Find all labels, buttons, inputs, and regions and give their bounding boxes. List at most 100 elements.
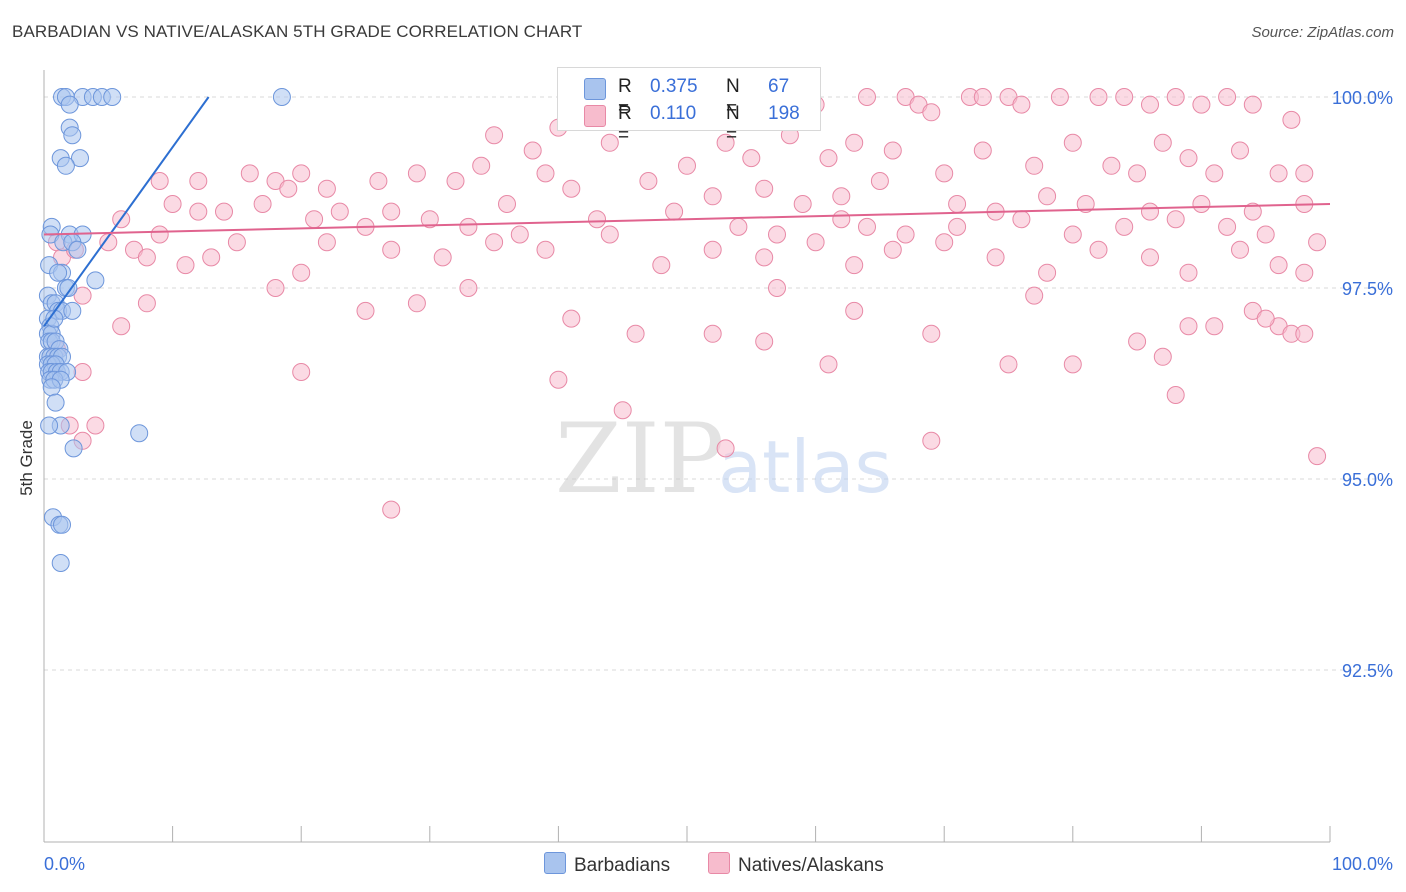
native-point	[536, 164, 555, 183]
legend-n-value: 198	[768, 103, 800, 124]
native-point	[1269, 164, 1288, 183]
native-point	[935, 233, 954, 252]
native-point	[189, 172, 208, 190]
legend-swatch-natives	[708, 852, 730, 874]
native-point	[253, 195, 272, 213]
native-point	[420, 210, 439, 229]
native-point	[1179, 317, 1198, 336]
native-point	[1205, 164, 1224, 183]
native-point	[755, 332, 774, 351]
barbadian-point	[53, 515, 71, 534]
source-label: Source: ZipAtlas.com	[1251, 24, 1394, 41]
native-point	[407, 164, 426, 183]
native-point	[1128, 164, 1147, 183]
native-point	[1205, 317, 1224, 336]
native-point	[1089, 240, 1108, 259]
legend-item-barbadians[interactable]: Barbadians	[544, 852, 670, 877]
native-point	[523, 141, 542, 160]
native-point	[1050, 88, 1069, 106]
native-point	[1025, 286, 1044, 305]
native-point	[382, 500, 401, 519]
native-point	[163, 195, 182, 213]
native-point	[330, 202, 349, 221]
legend-n-value: 67	[768, 76, 790, 97]
native-point	[1282, 110, 1301, 129]
barbadian-point	[59, 279, 78, 297]
native-point	[1231, 141, 1249, 160]
native-point	[1063, 225, 1082, 244]
barbadian-point	[60, 95, 79, 114]
watermark-atlas: atlas	[718, 425, 892, 509]
native-point	[768, 279, 786, 297]
native-point	[1218, 88, 1237, 106]
native-point	[1192, 95, 1211, 114]
native-point	[588, 210, 606, 229]
barbadian-point	[46, 393, 65, 412]
native-point	[703, 240, 722, 259]
native-point	[240, 164, 259, 183]
native-point	[227, 233, 246, 252]
barbadian-point	[56, 156, 75, 175]
native-point	[1063, 355, 1082, 374]
native-point	[626, 324, 645, 343]
data-points	[38, 88, 1327, 572]
native-point	[1192, 195, 1211, 213]
native-point	[150, 225, 169, 244]
native-point	[729, 217, 748, 236]
native-point	[1218, 217, 1237, 236]
legend-swatch-barbadians	[544, 852, 566, 874]
native-point	[1153, 347, 1172, 366]
x-tick-label-left: 0.0%	[44, 854, 85, 874]
native-point	[369, 172, 388, 190]
native-point	[292, 263, 311, 282]
y-tick-label: 100.0%	[1332, 88, 1393, 108]
native-point	[1012, 95, 1031, 114]
native-point	[832, 210, 851, 229]
native-point	[973, 141, 992, 160]
native-point	[845, 133, 864, 152]
native-point	[716, 439, 735, 458]
native-point	[1141, 202, 1159, 221]
native-point	[1295, 324, 1314, 343]
native-point	[948, 217, 967, 236]
native-point	[73, 286, 92, 305]
native-point	[1243, 95, 1262, 114]
y-tick-label: 92.5%	[1342, 661, 1393, 681]
native-point	[189, 202, 208, 221]
native-point	[485, 233, 504, 252]
native-point	[986, 248, 1005, 267]
native-point	[1166, 88, 1185, 106]
native-point	[1166, 210, 1185, 229]
native-point	[1115, 88, 1134, 106]
legend-r-label: R =	[618, 103, 632, 146]
native-point	[1012, 210, 1031, 229]
native-point	[973, 88, 992, 106]
native-point	[1179, 149, 1198, 168]
native-point	[819, 149, 838, 168]
native-point	[317, 179, 336, 198]
native-point	[922, 103, 941, 122]
native-point	[1038, 263, 1057, 282]
x-tick-label-right: 100.0%	[1332, 854, 1393, 874]
native-point	[510, 225, 529, 244]
native-point	[292, 164, 311, 183]
native-point	[562, 309, 581, 328]
native-point	[1295, 164, 1314, 183]
native-point	[317, 233, 336, 252]
native-point	[1063, 133, 1082, 152]
native-point	[858, 88, 876, 106]
native-point	[1089, 88, 1108, 106]
native-point	[562, 179, 581, 198]
trend-lines	[43, 96, 1331, 327]
barbadian-point	[63, 301, 82, 320]
native-point	[832, 187, 851, 206]
native-point	[883, 141, 902, 160]
native-point	[896, 225, 915, 244]
legend-item-natives[interactable]: Natives/Alaskans	[708, 852, 884, 877]
native-point	[755, 248, 774, 267]
native-point	[356, 301, 375, 320]
native-point	[202, 248, 221, 267]
native-point	[137, 248, 156, 267]
barbadian-point	[272, 88, 291, 106]
